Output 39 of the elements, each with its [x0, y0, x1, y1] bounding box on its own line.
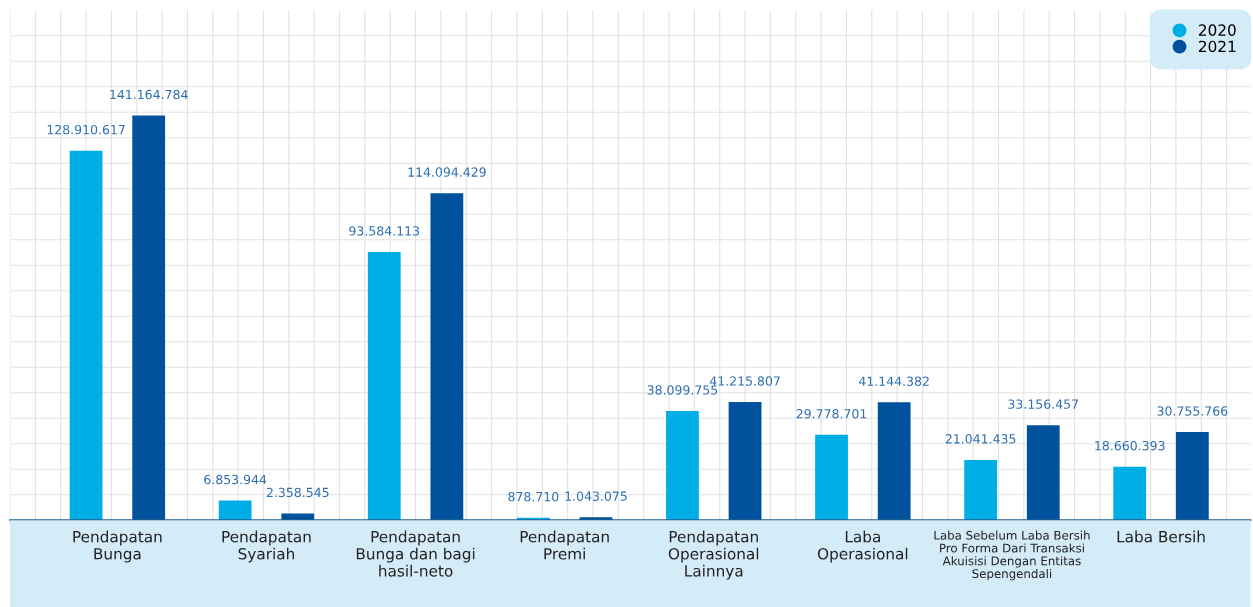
- x-tick-label: Laba Operasional: [817, 530, 908, 563]
- legend-label: 2020: [1198, 24, 1236, 36]
- bar: [1026, 425, 1060, 521]
- bar: [964, 459, 998, 521]
- x-tick-label: Laba Sebelum Laba Bersih Pro Forma Dari Transaksi Akuisisi Dengan Entitas Sepengendali: [934, 530, 1090, 581]
- data-label: 128.910.617: [47, 124, 125, 135]
- x-tick-label: Laba Bersih: [1117, 530, 1205, 543]
- legend-label: 2021: [1198, 40, 1236, 53]
- data-label: 114.094.429: [408, 167, 486, 177]
- bar: [69, 150, 103, 521]
- data-label: 41.144.382: [858, 376, 929, 386]
- bar: [666, 410, 699, 521]
- bar: [132, 115, 166, 521]
- bar: [367, 251, 401, 521]
- data-label: 141.164.784: [110, 89, 188, 100]
- x-tick-label: Pendapatan Bunga dan bagi hasil-neto: [356, 530, 475, 577]
- bar: [728, 402, 762, 521]
- bar: [218, 500, 252, 521]
- x-tick-label: Pendapatan Operasional Lainnya: [668, 530, 759, 580]
- bar: [430, 193, 464, 521]
- data-label: 18.660.393: [1095, 440, 1165, 451]
- data-label: 29.778.701: [796, 409, 867, 419]
- x-tick-label: Pendapatan Syariah: [222, 530, 311, 563]
- bar: [877, 402, 911, 521]
- data-label: 6.853.944: [204, 474, 267, 485]
- data-label: 93.584.113: [349, 226, 420, 236]
- x-tick-label: Pendapatan Premi: [520, 530, 609, 560]
- data-label: 21.041.435: [945, 434, 1016, 444]
- data-label: 41.215.807: [709, 376, 780, 386]
- bar: [1113, 466, 1147, 521]
- data-label: 30.755.766: [1157, 406, 1228, 416]
- data-label: 878.710: [508, 491, 559, 502]
- data-label: 33.156.457: [1008, 399, 1078, 409]
- x-tick-label: Pendapatan Bunga: [73, 530, 162, 563]
- data-label: 38.099.755: [647, 385, 718, 395]
- bar: [1175, 432, 1209, 521]
- data-label: 1.043.075: [565, 491, 627, 501]
- bar: [815, 434, 848, 521]
- data-label: 2.358.545: [266, 487, 329, 498]
